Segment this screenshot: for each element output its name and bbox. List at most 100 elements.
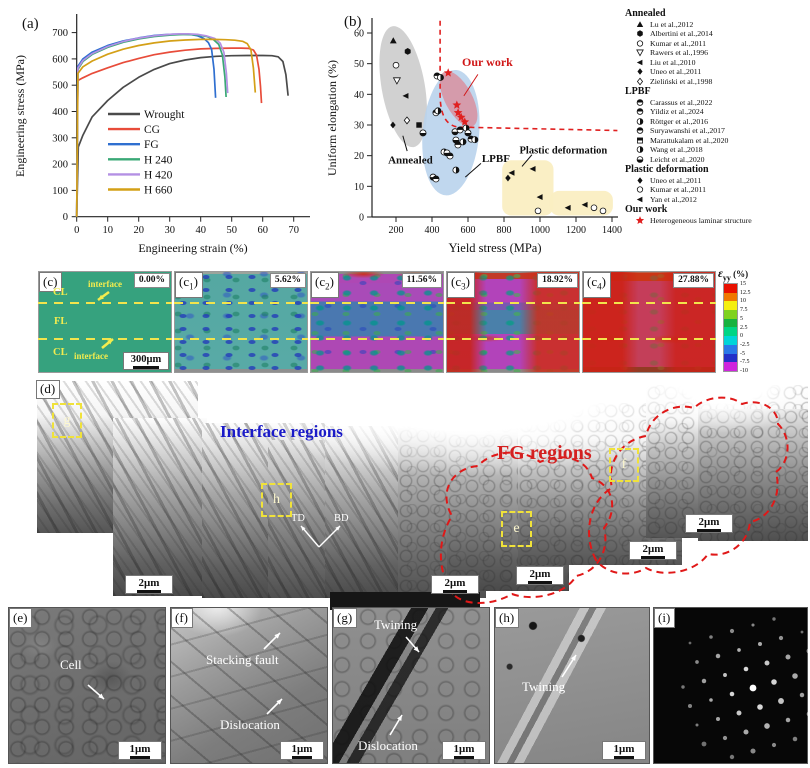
dia-o xyxy=(636,77,644,86)
scalebar-text: 2μm xyxy=(529,568,551,580)
legend-label: Wrought xyxy=(144,109,185,121)
arrow-line xyxy=(561,654,577,678)
marker-half-circ-l xyxy=(434,107,442,115)
layer-interface-line xyxy=(310,338,444,340)
scalebar-line xyxy=(133,366,159,369)
scalebar-1um: 1μm xyxy=(603,742,645,759)
arrow-head xyxy=(276,699,282,705)
y-axis-title: Uniform elongation (%) xyxy=(325,60,339,176)
tri-down-o-icon xyxy=(636,49,644,57)
scalebar-1um: 1μm xyxy=(443,742,485,759)
legend-item: Kumar et al.,2011 xyxy=(625,39,809,49)
panel-b-tag: (b) xyxy=(344,14,362,30)
marker-tri-down-o xyxy=(392,77,401,85)
cl-layer-label: CL xyxy=(53,347,68,358)
marker-half-circ-b xyxy=(636,155,644,163)
locator-letter: e xyxy=(513,521,520,536)
diffraction-spot xyxy=(764,660,770,666)
arrow-line xyxy=(389,714,403,736)
diffraction-spot xyxy=(792,673,798,679)
marker-star xyxy=(453,108,463,117)
diffraction-spot xyxy=(806,711,808,717)
marker-tri-up-f xyxy=(389,37,397,44)
diffraction-spot xyxy=(764,723,770,729)
diffraction-spot xyxy=(771,742,777,748)
marker-tri-left-f xyxy=(581,201,588,208)
series-H 420 xyxy=(75,33,229,217)
marker-hex-f xyxy=(637,30,643,37)
legend-item: Heterogeneous laminar structure xyxy=(625,216,809,226)
marker-circ-o xyxy=(392,61,400,69)
circ-o xyxy=(392,61,400,69)
layer-interface-line xyxy=(174,302,308,304)
star-icon xyxy=(635,215,645,224)
scalebar-line xyxy=(528,581,552,584)
marker-star xyxy=(456,112,466,122)
half-circ-l xyxy=(474,136,478,143)
half-circ-l xyxy=(437,107,441,114)
diffraction-spot xyxy=(695,723,699,727)
interface-label: interface xyxy=(74,351,108,361)
x-tick-label: 70 xyxy=(288,225,299,236)
legend-item-label: Röttger et al.,2016 xyxy=(650,116,709,126)
marker-star xyxy=(460,117,470,126)
legend-item: Röttger et al.,2016 xyxy=(625,117,809,127)
marker-half-circ-l xyxy=(471,136,479,144)
legend-item-label: Rawers et al.,1996 xyxy=(650,48,709,57)
legend-item: Zieliński et al.,1998 xyxy=(625,77,809,87)
tri-down-o xyxy=(636,49,644,57)
diffraction-spot xyxy=(749,684,757,692)
diffraction-spot xyxy=(701,741,707,747)
marker-half-circ-l xyxy=(437,74,444,81)
colorbar-segment xyxy=(724,327,737,337)
layer-interface-line xyxy=(174,338,308,340)
arrow-line xyxy=(97,290,110,302)
tri-down-o xyxy=(392,77,401,85)
diffraction-spot xyxy=(743,666,749,672)
marker-half-circ-b xyxy=(451,128,459,136)
colorbar-segment xyxy=(724,336,737,345)
arrow-line xyxy=(87,684,105,700)
arrow-head xyxy=(274,633,280,639)
x-tick-label: 1400 xyxy=(602,225,622,236)
marker-half-circ-l xyxy=(636,146,644,154)
region-Our work xyxy=(439,71,478,127)
marker-half-sq xyxy=(637,137,643,144)
diffraction-spot xyxy=(722,735,728,741)
tem-panel-i: (i) xyxy=(653,607,808,764)
x-axis-title: Engineering strain (%) xyxy=(138,241,247,255)
panel-tag-text: 4 xyxy=(597,281,602,292)
tri-left-f xyxy=(581,201,588,208)
scalebar-text: 2μm xyxy=(444,577,466,589)
arrow-head xyxy=(397,715,402,721)
tem-panel-f: (f) Stacking fault Dislocation 1μm xyxy=(170,607,328,764)
legend-item-label: Wang et al.,2018 xyxy=(650,145,703,154)
diffraction-spot xyxy=(750,748,756,754)
half-circ-b xyxy=(464,132,472,137)
marker-dia-o xyxy=(636,77,644,86)
cl-layer-label: CL xyxy=(53,287,68,298)
diffraction-spot xyxy=(778,635,784,641)
layer-interface-line xyxy=(38,338,172,340)
star xyxy=(635,215,645,224)
legend-item: Suryawanshi et al.,2017 xyxy=(625,126,809,136)
x-tick-label: 60 xyxy=(257,225,268,236)
scalebar-line xyxy=(614,756,634,759)
marker-tri-left-f xyxy=(536,194,543,200)
legend-item-label: Kumar et al.,2011 xyxy=(650,185,707,194)
scalebar-text: 1μm xyxy=(613,743,635,755)
diffraction-spot xyxy=(778,698,784,704)
panel-tag: (e) xyxy=(10,609,32,627)
half-circ-l xyxy=(455,167,459,174)
marker-star xyxy=(443,68,453,77)
x-tick-label: 1200 xyxy=(566,225,586,236)
arrow-head xyxy=(413,646,419,652)
scalebar-line xyxy=(137,590,161,593)
legend-item: Uneo et al.,2011 xyxy=(625,67,809,77)
marker-circ-o xyxy=(636,40,644,47)
strain-percent-badge: 27.88% xyxy=(674,274,713,287)
half-circ xyxy=(637,99,643,103)
legend-item: Kumar et al.,2011 xyxy=(625,185,809,195)
scalebar-text: 1μm xyxy=(291,743,313,755)
annotation-line xyxy=(464,162,482,178)
